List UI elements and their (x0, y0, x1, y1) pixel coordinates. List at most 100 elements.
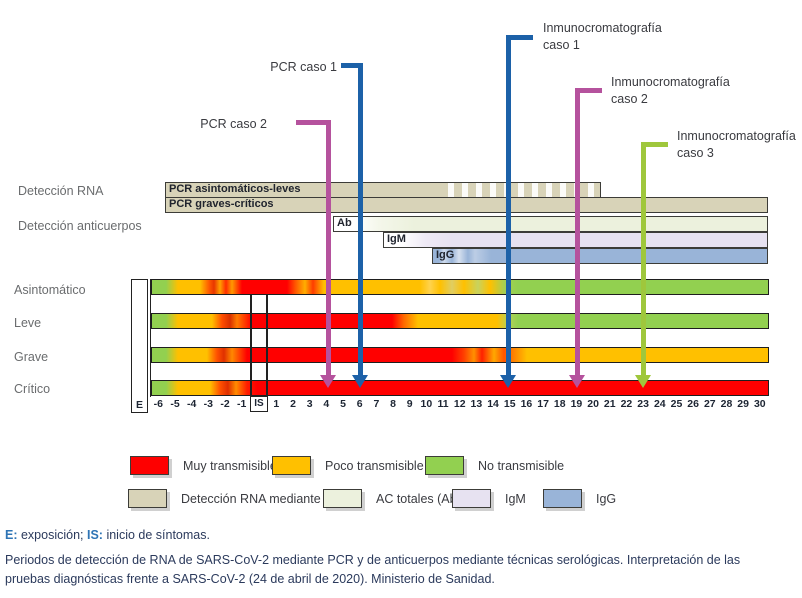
pcr-caso-1-connector (341, 63, 363, 68)
transmissibility-block (150, 279, 769, 397)
inmuno-caso-2-connector (575, 88, 602, 93)
inmuno-caso-2-arrowhead-icon (569, 375, 585, 388)
axis-tick: 25 (670, 398, 683, 410)
axis-tick: 28 (720, 398, 733, 410)
axis-tick: 1 (273, 398, 280, 410)
legend-label: Detección RNA mediante PCR (181, 491, 351, 506)
legend-label: Muy transmisible (183, 458, 277, 473)
transmissibility-bar-asintomatico (151, 279, 769, 295)
axis-tick: 20 (587, 398, 599, 410)
legend-label: AC totales (Ab) (376, 491, 461, 506)
tan-swatch-icon (128, 489, 167, 508)
is-column-line-left (250, 295, 252, 396)
label-deteccion-anticuerpos: Detección anticuerpos (18, 219, 142, 233)
pcr-caso-2-connector (296, 120, 331, 125)
green-swatch-icon (425, 456, 464, 475)
axis-tick: 4 (323, 398, 330, 410)
legend-label: Poco transmisible (325, 458, 424, 473)
x-axis-presymptom-ticks: -6 -5 -4 -3 -2 -1 (150, 398, 250, 410)
annotation-inmuno-caso-1-label: Inmunocromatografía caso 1 (543, 21, 662, 52)
inmuno-caso-3-connector (641, 142, 668, 147)
inmuno-caso-1-arrow (506, 35, 511, 375)
lavender-swatch-icon (452, 489, 491, 508)
axis-tick: 6 (356, 398, 363, 410)
footnote-is-abbr: IS: (86, 528, 103, 542)
footnote-is-text: inicio de síntomas. (102, 528, 210, 542)
axis-tick: 30 (753, 398, 766, 410)
legend-item-ac-totales: AC totales (Ab) (323, 489, 461, 508)
label-grave: Grave (14, 350, 49, 364)
transmissibility-bar-leve (151, 313, 769, 329)
figure-caption: Periodos de detección de RNA de SARS-CoV… (5, 553, 741, 587)
bar-pcr-graves-criticos: PCR graves-críticos (165, 197, 768, 213)
axis-tick: 26 (687, 398, 699, 410)
axis-tick: 11 (437, 398, 449, 410)
is-column-line-right (266, 295, 268, 396)
axis-tick: 19 (570, 398, 583, 410)
footnote-e-text: exposición; (17, 528, 87, 542)
legend-item-no-transmisible: No transmisible (425, 456, 564, 475)
axis-tick: 23 (637, 398, 649, 410)
axis-e-label: E (135, 399, 143, 411)
axis-tick: 15 (503, 398, 516, 410)
axis-tick: 18 (553, 398, 566, 410)
axis-tick: 12 (453, 398, 466, 410)
legend-label: IgG (596, 491, 617, 506)
label-leve: Leve (14, 316, 42, 330)
axis-tick: -5 (170, 398, 180, 410)
red-swatch-icon (130, 456, 169, 475)
transmissibility-bar-critico (151, 380, 769, 396)
legend-item-deteccion-rna-pcr: Detección RNA mediante PCR (128, 489, 351, 508)
axis-tick: -2 (220, 398, 230, 410)
pale-green-swatch-icon (323, 489, 362, 508)
axis-tick: -1 (237, 398, 247, 410)
bar-ac-totales: Ab (333, 216, 768, 232)
inmuno-caso-3-arrowhead-icon (635, 375, 651, 388)
axis-tick: -3 (203, 398, 214, 410)
abbreviations-footnote: E: exposición; IS: inicio de síntomas. (5, 528, 210, 542)
axis-tick: 27 (703, 398, 716, 410)
pcr-caso-2-arrowhead-icon (320, 375, 336, 388)
axis-tick: 9 (406, 398, 413, 410)
axis-tick: 3 (306, 398, 313, 410)
axis-tick: 5 (340, 398, 346, 410)
axis-tick: 2 (290, 398, 296, 410)
annotation-inmuno-caso-3-label: Inmunocromatografía caso 3 (677, 129, 796, 160)
orange-swatch-icon (272, 456, 311, 475)
exposure-bracket: E (131, 279, 148, 413)
bar-igg-label: IgG (436, 249, 455, 261)
label-asintomatico: Asintomático (14, 283, 86, 297)
axis-tick: 29 (737, 398, 749, 410)
legend-item-muy-transmisible: Muy transmisible (130, 456, 277, 475)
x-axis-day-ticks: 1 2 3 4 5 6 7 8 9 10 11 12 13 14 15 16 17 18 19 20 21 22 23 24 2… (268, 398, 768, 410)
inmuno-caso-1-connector (506, 35, 533, 40)
fade-stripes-decoration (448, 183, 600, 197)
legend-item-poco-transmisible: Poco transmisible (272, 456, 424, 475)
transmissibility-bar-grave (151, 347, 769, 363)
axis-tick: 24 (653, 398, 666, 410)
bar-pcr-asintomaticos-leves: PCR asintomáticos-leves (165, 182, 601, 198)
pcr-caso-1-arrowhead-icon (352, 375, 368, 388)
inmuno-caso-1-arrowhead-icon (500, 375, 516, 388)
axis-tick: 10 (420, 398, 433, 410)
axis-tick: 17 (537, 398, 549, 410)
annotation-inmuno-caso-2-label: Inmunocromatografía caso 2 (611, 75, 730, 106)
bar-igg: IgG (432, 248, 768, 264)
axis-tick: -4 (187, 398, 197, 410)
legend-label: No transmisible (478, 458, 565, 473)
legend-item-igm: IgM (452, 489, 526, 508)
legend-label: IgM (505, 491, 526, 506)
axis-tick: 7 (373, 398, 380, 410)
inmuno-caso-2-arrow (575, 88, 580, 375)
axis-tick: -6 (153, 398, 163, 410)
axis-tick: 16 (520, 398, 533, 410)
bar-ac-totales-label: Ab (337, 217, 352, 229)
axis-tick: 8 (390, 398, 396, 410)
bar-pcr-graves-criticos-label: PCR graves-críticos (169, 198, 274, 210)
annotation-pcr-caso-1-label: PCR caso 1 (270, 60, 337, 74)
pcr-caso-2-arrow (326, 120, 331, 375)
label-critico: Crítico (14, 382, 51, 396)
inmuno-caso-3-arrow (641, 142, 646, 375)
blue-swatch-icon (543, 489, 582, 508)
